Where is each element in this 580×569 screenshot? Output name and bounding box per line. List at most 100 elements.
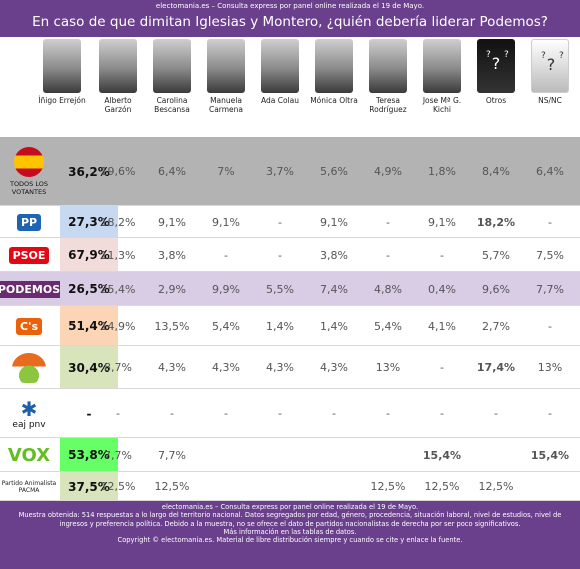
spain-flag-icon: TODOS LOS VOTANTES [0, 137, 58, 206]
svg-text:?: ? [486, 50, 491, 60]
data-cell: 9,1% [158, 215, 186, 229]
row-divider [0, 205, 580, 206]
data-cell: 7,4% [320, 282, 348, 296]
row-label: Partido Animalista PACMA [1, 479, 57, 494]
pnv-icon: ✱ [20, 396, 38, 421]
row-divider [0, 500, 580, 501]
data-cell: - [548, 407, 552, 420]
row-label: C's [16, 317, 42, 335]
pacma-logo: Partido Animalista PACMA [0, 472, 58, 501]
header-band: electomania.es – Consulta express por pa… [0, 0, 580, 37]
row-label: PODEMOS [0, 280, 65, 298]
table-row: Partido Animalista PACMA 37,5% 12,5% 12,5% 1… [0, 472, 580, 501]
data-cell: - [278, 215, 282, 229]
pnv-logo: ✱ eaj pnv [0, 389, 58, 438]
candidate-name: Íñigo Errejón [38, 96, 86, 105]
data-cell: - [548, 215, 552, 229]
footer-line-2: Muestra obtenida: 514 respuestas a lo la… [18, 511, 562, 528]
question-mark-icon: ??? [531, 39, 569, 93]
data-cell: 26,5% [60, 272, 118, 306]
row-divider [0, 271, 580, 272]
table-row: VOX 53,8% 7,7% 7,7% 15,4% 15,4% [0, 438, 580, 472]
candidate-name: Carolina Bescansa [154, 96, 190, 114]
data-cell: 5,4% [212, 319, 240, 333]
footer-band: electomania.es – Consulta express por pa… [0, 501, 580, 569]
data-cell: 18,2% [476, 215, 516, 229]
candidate-name: Jose Mª G. Kichi [422, 96, 462, 114]
data-cell: 14,9% [100, 319, 136, 333]
data-cell: - [440, 248, 444, 262]
data-cell [307, 472, 361, 501]
table-row: ✱ eaj pnv - - - - - - - - - - [0, 389, 580, 438]
footer-line-1: electomania.es – Consulta express por pa… [161, 503, 419, 511]
data-cell: 5,6% [320, 165, 348, 178]
cs-logo: C's [0, 306, 58, 346]
pp-logo: PP [0, 206, 58, 238]
table-row: PSOE 67,9% 11,3% 3,8% - - 3,8% - - 5,7% 7,5% [0, 238, 580, 272]
data-cell: 0,4% [428, 282, 456, 296]
data-cell: 8,4% [482, 165, 510, 178]
candidate-name: Manuela Carmena [208, 96, 244, 114]
data-cell: 5,5% [266, 282, 294, 296]
data-cell: 8,7% [104, 361, 132, 374]
data-cell: 9,1% [320, 215, 348, 229]
candidate-column-2: Carolina Bescansa [145, 37, 199, 137]
data-cell: 4,9% [374, 165, 402, 178]
row-label: TODOS LOS VOTANTES [9, 180, 49, 196]
row-label: VOX [7, 444, 51, 466]
data-cell: 9,6% [482, 282, 510, 296]
data-cell: - [278, 248, 282, 262]
data-cell: 53,8% [60, 438, 118, 472]
candidate-photo [315, 39, 353, 93]
spain-flag-icon [14, 147, 44, 177]
podemos-logo: PODEMOS [0, 272, 65, 306]
svg-text:?: ? [559, 51, 564, 61]
row-divider [0, 305, 580, 306]
candidate-column-1: Alberto Garzón [91, 37, 145, 137]
data-cell: - [386, 407, 390, 420]
data-cell [199, 438, 253, 472]
data-cell: 5,7% [482, 248, 510, 262]
data-cell: 2,9% [158, 282, 186, 296]
data-cell [199, 472, 253, 501]
psoe-logo: PSOE [0, 238, 58, 272]
data-cell [523, 472, 577, 501]
table-row: 30,4% 8,7% 4,3% 4,3% 4,3% 4,3% 13% - 17,4% 13% [0, 346, 580, 389]
data-cell: 13% [375, 361, 401, 374]
data-cell: - [494, 407, 498, 420]
candidate-photo [99, 39, 137, 93]
table-row: TODOS LOS VOTANTES 36,2% 19,6% 6,4% 7% 3,7% 5,… [0, 137, 580, 206]
data-cell: 15,4% [530, 448, 570, 462]
data-cell [361, 438, 415, 472]
data-cell: 4,1% [428, 319, 456, 333]
candidate-photo [423, 39, 461, 93]
candidate-photo [43, 39, 81, 93]
data-cell: 4,8% [374, 282, 402, 296]
svg-text:?: ? [541, 51, 546, 61]
data-cell: - [440, 361, 444, 374]
data-cell: 19,6% [100, 165, 136, 178]
data-cell: - [224, 407, 228, 420]
row-label: PSOE [8, 246, 50, 264]
candidate-name: NS/NC [538, 96, 562, 105]
data-cell: - [170, 407, 174, 420]
candidate-column-6: Teresa Rodríguez [361, 37, 415, 137]
candidate-column-4: Ada Colau [253, 37, 307, 137]
candidate-photo [153, 39, 191, 93]
candidate-name: Teresa Rodríguez [369, 96, 407, 114]
data-cell [253, 472, 307, 501]
data-cell: 4,3% [158, 361, 186, 374]
svg-text:?: ? [547, 55, 556, 74]
row-divider [0, 345, 580, 346]
data-cell: - [332, 407, 336, 420]
table-row: PP 27,3% 18,2% 9,1% 9,1% -9,1% -9,1% 18,2% - [0, 206, 580, 238]
data-cell: 7% [217, 165, 235, 178]
row-label: PP [16, 213, 42, 231]
data-cell: 36,2% [60, 137, 118, 206]
candidate-photo [369, 39, 407, 93]
footer-line-3: Más información en las tablas de datos. [223, 527, 357, 536]
data-cell: - [386, 215, 390, 229]
footer-line-4: Copyright © electomania.es. Material de … [117, 536, 463, 545]
row-divider [0, 237, 580, 238]
